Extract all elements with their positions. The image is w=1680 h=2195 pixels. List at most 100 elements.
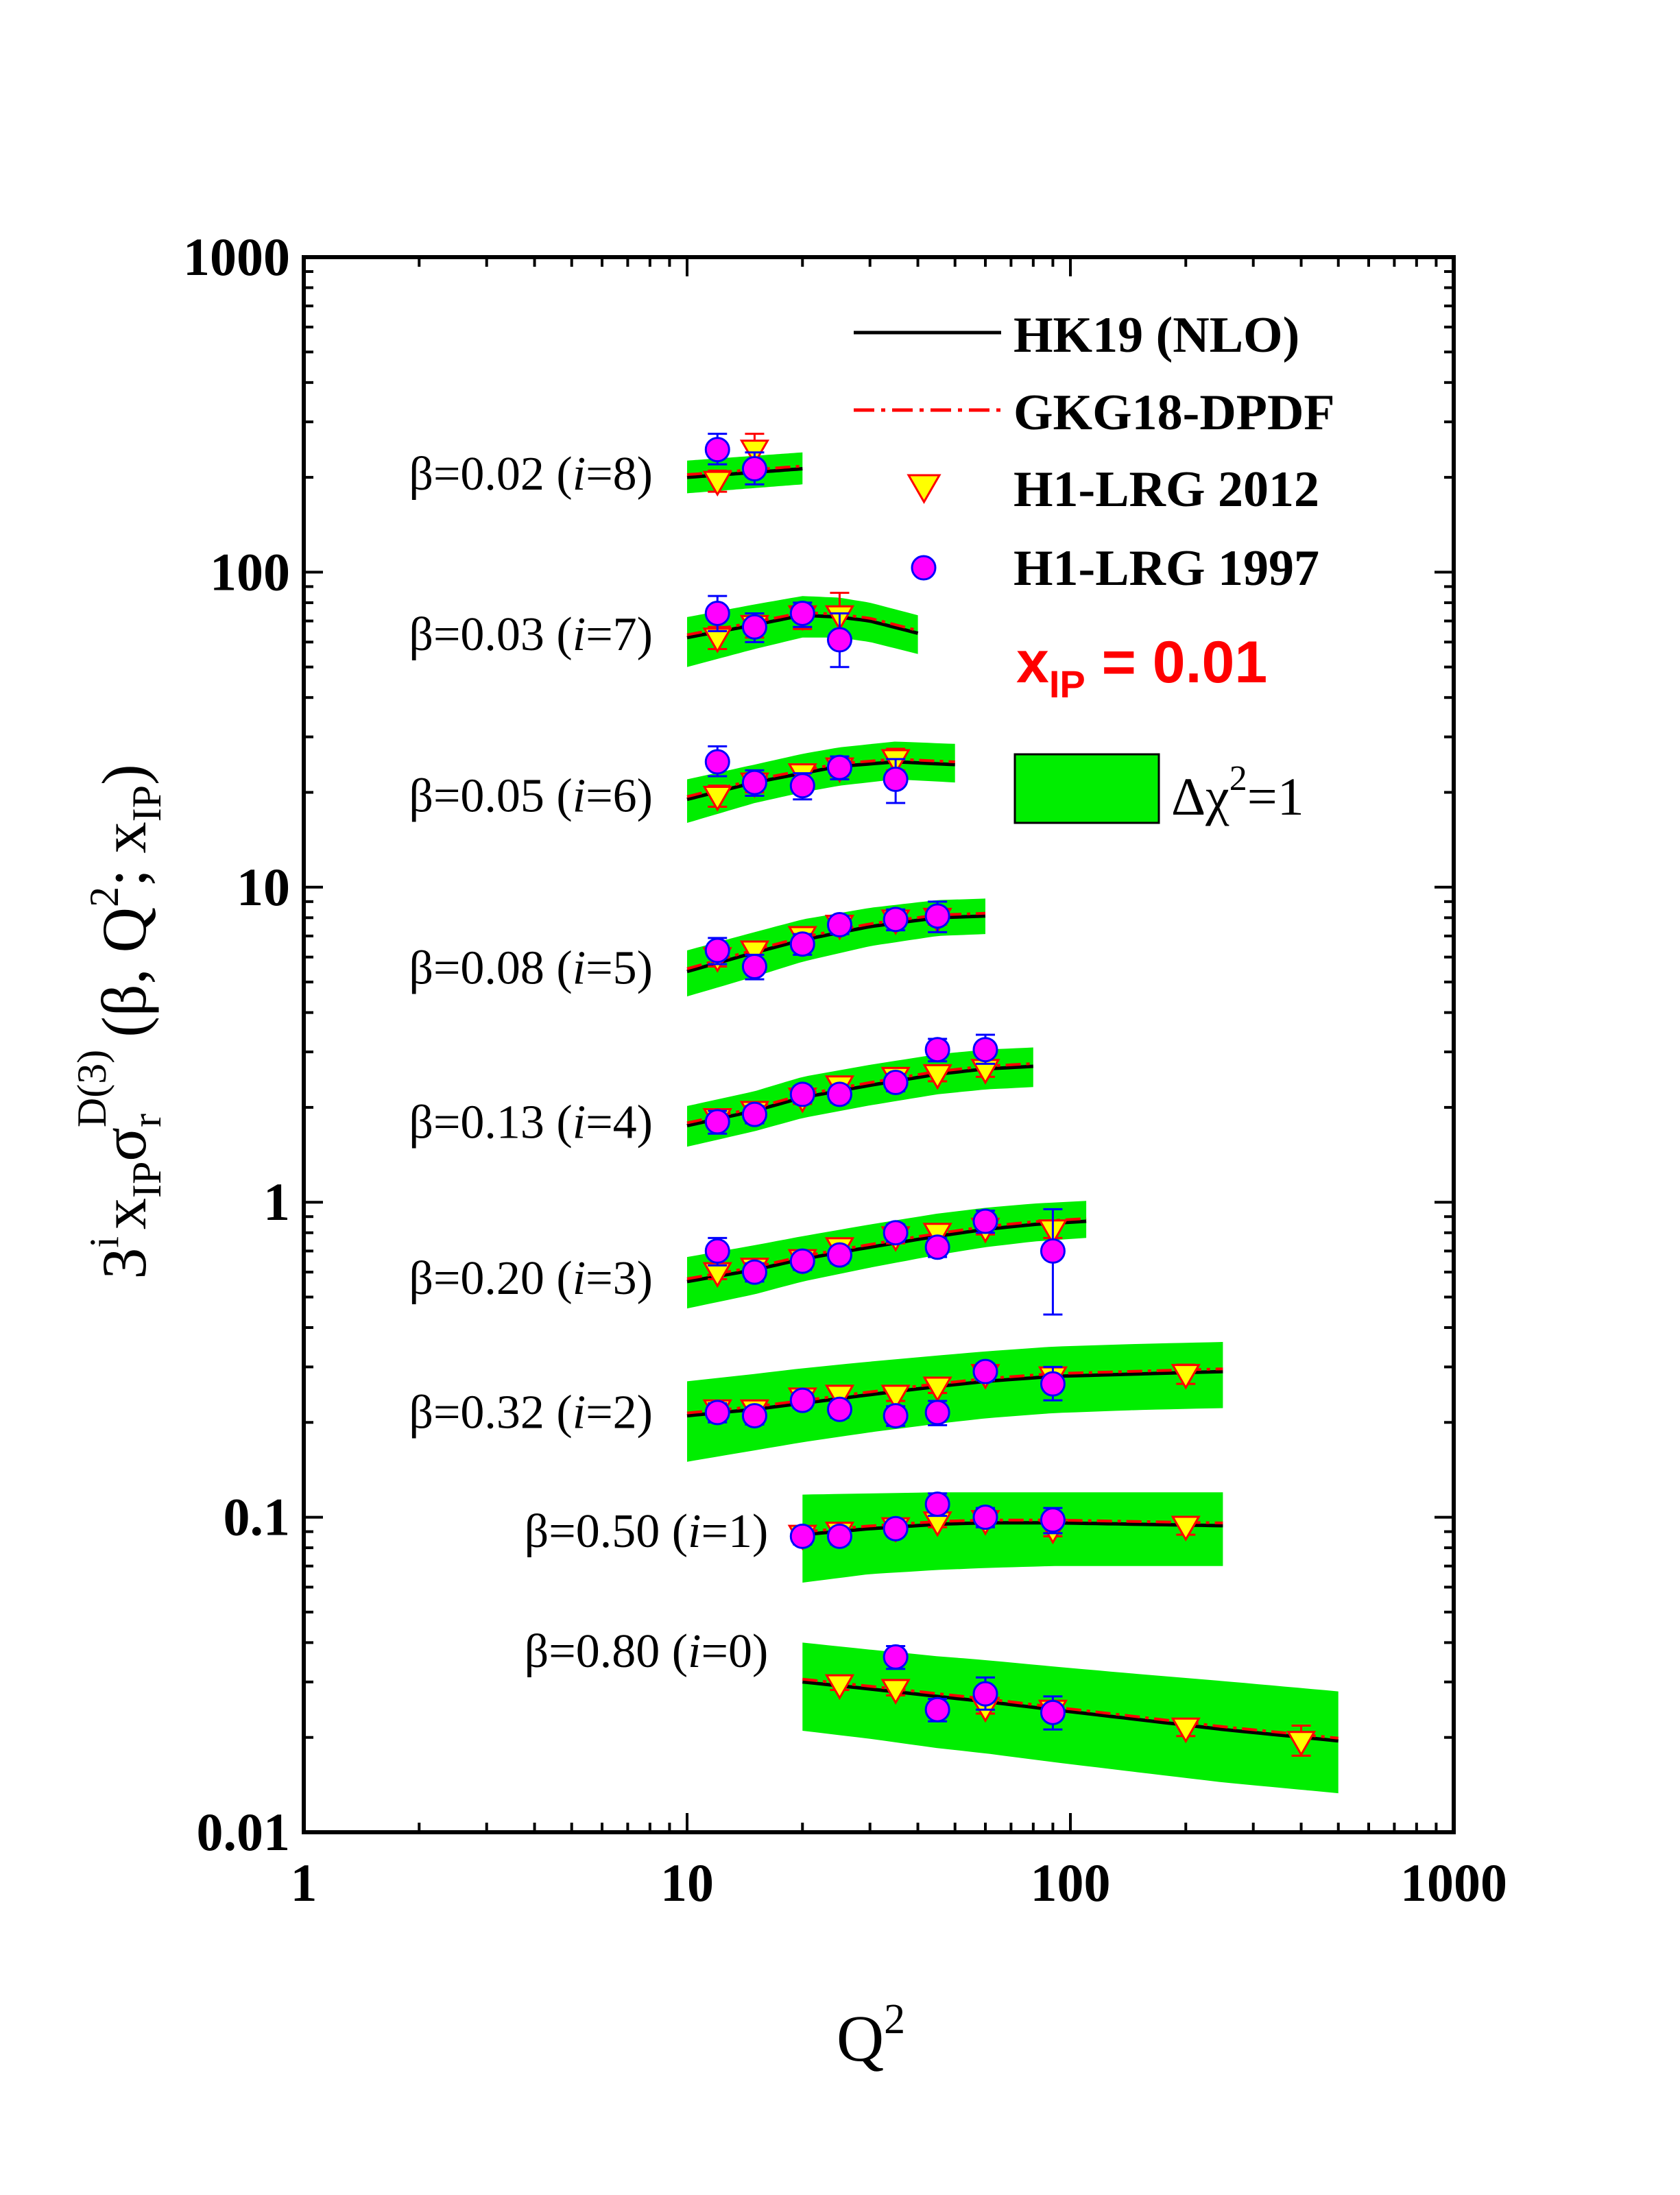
h1-1997-point xyxy=(826,1081,852,1107)
gkg18-curve-6 xyxy=(686,1367,1223,1415)
x-axis-title: Q2 xyxy=(837,1996,905,2075)
band-8 xyxy=(802,1642,1339,1794)
h1-1997-point xyxy=(741,1403,767,1429)
h1-1997-point xyxy=(704,600,730,626)
h1-1997-point xyxy=(883,1070,909,1096)
h1-1997-point xyxy=(741,614,767,640)
h1-2012-point xyxy=(880,1679,911,1705)
series-label-2: β=0.05 (i=6) xyxy=(409,770,653,823)
h1-1997-point xyxy=(924,1400,950,1426)
y-tick-label: 100 xyxy=(210,542,290,601)
h1-1997-point xyxy=(924,1491,950,1518)
h1-1997-point xyxy=(924,1234,950,1260)
h1-1997-point xyxy=(972,1504,998,1531)
gkg18-curve-7 xyxy=(802,1518,1223,1534)
legend-gkg-label: GKG18-DPDF xyxy=(1013,385,1335,441)
h1-1997-point xyxy=(826,1523,852,1549)
legend-h1-2012-marker xyxy=(907,474,941,505)
y-tick-label: 1000 xyxy=(183,227,290,287)
h1-2012-point xyxy=(1171,1717,1201,1744)
series-label-6: β=0.32 (i=2) xyxy=(409,1387,653,1439)
h1-1997-point xyxy=(924,903,950,929)
h1-1997-point xyxy=(826,627,852,653)
h1-1997-point xyxy=(741,456,767,482)
h1-1997-point xyxy=(972,1037,998,1063)
h1-1997-point xyxy=(826,1242,852,1268)
h1-1997-point xyxy=(789,600,815,626)
h1-1997-point xyxy=(1040,1699,1066,1725)
x-tick-label: 1000 xyxy=(1400,1853,1507,1912)
h1-2012-point xyxy=(1286,1731,1317,1757)
y-tick-label: 10 xyxy=(237,857,290,917)
data-points xyxy=(702,433,1317,1757)
h1-1997-point xyxy=(883,1403,909,1429)
x-tick-label: 1 xyxy=(291,1853,317,1912)
h1-1997-point xyxy=(741,769,767,795)
band-2 xyxy=(687,741,955,823)
legend: HK19 (NLO) GKG18-DPDF H1-LRG 2012 H1-LRG… xyxy=(854,307,1335,826)
plot-frame xyxy=(302,255,1456,1834)
h1-1997-point xyxy=(704,749,730,775)
h1-1997-point xyxy=(789,1387,815,1413)
h1-2012-point xyxy=(922,1064,952,1090)
h1-1997-point xyxy=(704,937,730,963)
h1-1997-point xyxy=(789,773,815,799)
h1-1997-point xyxy=(826,754,852,780)
h1-1997-point xyxy=(741,1101,767,1127)
series-label-5: β=0.20 (i=3) xyxy=(409,1252,653,1305)
h1-1997-point xyxy=(972,1208,998,1234)
tick-labels: 1 10 100 1000 0.01 0.1 1 10 100 1000 xyxy=(183,227,1507,1912)
x-tick-label: 100 xyxy=(1031,1853,1111,1912)
legend-band-label: Δχ2=1 xyxy=(1171,759,1304,826)
h1-1997-point xyxy=(789,931,815,957)
y-axis-title: 3ixIPσrD(3)(β, Q2; xIP) xyxy=(69,764,169,1279)
legend-h1-1997-label: H1-LRG 1997 xyxy=(1013,540,1319,597)
y-tick-label: 0.01 xyxy=(197,1802,291,1862)
axes xyxy=(302,255,1456,1834)
series-label-1: β=0.03 (i=7) xyxy=(409,608,653,661)
h1-2012-point xyxy=(880,1384,911,1411)
hk19-curve-2 xyxy=(686,760,955,802)
legend-hk19-label: HK19 (NLO) xyxy=(1013,307,1299,363)
h1-1997-point xyxy=(704,1109,730,1135)
x-tick-label: 10 xyxy=(660,1853,714,1912)
hk19-curve-6 xyxy=(686,1369,1223,1418)
h1-1997-point xyxy=(924,1037,950,1063)
h1-1997-point xyxy=(883,1515,909,1542)
h1-1997-point xyxy=(883,1644,909,1670)
h1-1997-point xyxy=(789,1248,815,1274)
series-labels: β=0.02 (i=8) β=0.03 (i=7) β=0.05 (i=6) β=0.… xyxy=(409,448,768,1678)
series-label-3: β=0.08 (i=5) xyxy=(409,942,653,995)
band-5 xyxy=(687,1201,1087,1309)
h1-1997-point xyxy=(972,1358,998,1384)
h1-1997-point xyxy=(1040,1238,1066,1264)
h1-2012-point xyxy=(739,940,770,966)
h1-2012-point xyxy=(1171,1364,1201,1390)
band-7 xyxy=(802,1492,1223,1583)
h1-1997-point xyxy=(704,1400,730,1426)
h1-1997-point xyxy=(883,1220,909,1246)
band-1 xyxy=(687,596,918,667)
h1-1997-point xyxy=(972,1681,998,1707)
h1-1997-point xyxy=(704,1238,730,1264)
series-label-0: β=0.02 (i=8) xyxy=(409,448,653,501)
h1-1997-point xyxy=(883,766,909,792)
y-tick-label: 1 xyxy=(263,1172,290,1232)
h1-2012-point xyxy=(1171,1515,1201,1542)
legend-h1-2012-label: H1-LRG 2012 xyxy=(1013,461,1319,518)
h1-2012-point xyxy=(922,1376,952,1402)
h1-1997-point xyxy=(826,1396,852,1422)
h1-1997-point xyxy=(704,437,730,463)
h1-1997-point xyxy=(741,953,767,979)
h1-2012-point xyxy=(702,786,732,812)
hk19-curve-7 xyxy=(802,1521,1223,1537)
h1-1997-point xyxy=(1040,1371,1066,1397)
h1-1997-point xyxy=(741,1259,767,1285)
h1-2012-point xyxy=(824,1674,855,1701)
h1-1997-point xyxy=(826,912,852,938)
series-label-8: β=0.80 (i=0) xyxy=(525,1625,769,1678)
h1-2012-point xyxy=(702,470,732,497)
h1-1997-point xyxy=(883,907,909,933)
xip-annotation: xIP = 0.01 xyxy=(1016,629,1267,706)
